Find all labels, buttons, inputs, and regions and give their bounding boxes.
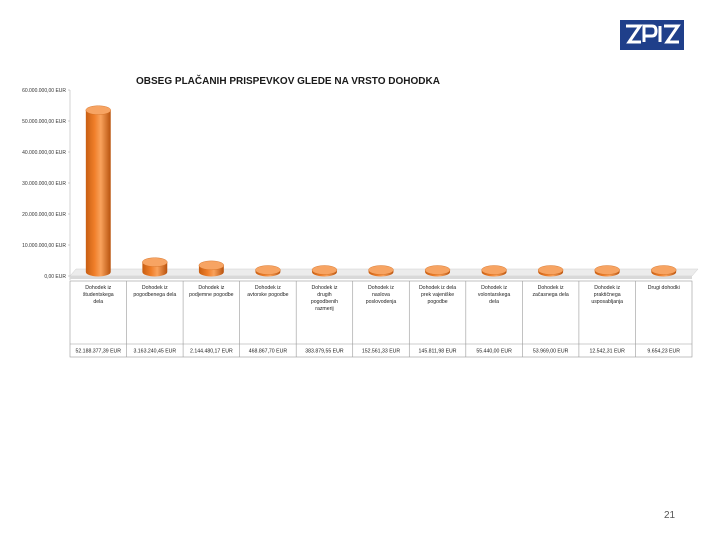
y-tick-label: 0,00 EUR	[44, 274, 66, 280]
bar-top	[481, 265, 507, 275]
bar-top	[255, 265, 281, 275]
value-label: 3.163.240,45 EUR	[133, 349, 176, 355]
value-label: 152.561,33 EUR	[362, 349, 401, 355]
value-label: 12.542,31 EUR	[589, 349, 625, 355]
y-tick-label: 50.000.000,00 EUR	[22, 119, 66, 125]
category-label: Dohodek iz naslova poslovodenja	[366, 285, 397, 305]
bar-top	[651, 265, 677, 275]
zpiz-logo	[620, 20, 684, 50]
value-label: 468.867,70 EUR	[249, 349, 288, 355]
bar-top	[311, 265, 338, 275]
bar-top	[85, 105, 111, 115]
bar-top	[368, 265, 394, 275]
bar-top	[424, 265, 451, 275]
bar	[85, 110, 111, 277]
value-label: 9.654,23 EUR	[647, 349, 680, 355]
y-tick-label: 60.000.000,00 EUR	[22, 88, 66, 94]
category-label: Dohodek iz pogodbenega dela	[133, 285, 176, 298]
value-label: 55.440,00 EUR	[476, 349, 512, 355]
bar-top	[198, 260, 225, 271]
value-label: 145.811,98 EUR	[419, 349, 457, 355]
bar-top	[594, 265, 620, 275]
category-label: Dohodek iz drugih pogodbenih razmerij	[311, 285, 338, 312]
category-label: Dohodek iz študentskega dela	[83, 285, 114, 305]
chart-title: OBSEG PLAČANIH PRISPEVKOV GLEDE NA VRSTO…	[136, 76, 440, 87]
y-tick-label: 10.000.000,00 EUR	[22, 243, 66, 249]
category-label: Dohodek iz dela prek vajeniške pogodbe	[419, 285, 456, 305]
page-number: 21	[664, 510, 676, 521]
value-label: 53.969,00 EUR	[533, 349, 569, 355]
value-label: 383.879,55 EUR	[305, 349, 344, 355]
y-tick-label: 40.000.000,00 EUR	[22, 150, 66, 156]
category-label: Dohodek iz avtorske pogodbe	[247, 285, 288, 298]
value-label: 2.144.480,17 EUR	[190, 349, 233, 355]
category-label: Drugi dohodki	[648, 285, 680, 291]
value-label: 52.188.377,39 EUR	[75, 349, 121, 355]
category-label: Dohodek iz praktičnega usposabljanja	[591, 285, 623, 305]
category-label: Dohodek iz podjemne pogodbe	[189, 285, 234, 298]
y-tick-label: 20.000.000,00 EUR	[22, 212, 66, 218]
bar-top	[142, 257, 168, 267]
category-label: Dohodek iz volontarskega dela	[478, 285, 510, 305]
bar-top	[537, 265, 564, 275]
y-tick-label: 30.000.000,00 EUR	[22, 181, 66, 187]
category-label: Dohodek iz začasnega dela	[532, 285, 568, 298]
chart-floor-edge	[70, 276, 692, 279]
data-table	[69, 280, 693, 358]
